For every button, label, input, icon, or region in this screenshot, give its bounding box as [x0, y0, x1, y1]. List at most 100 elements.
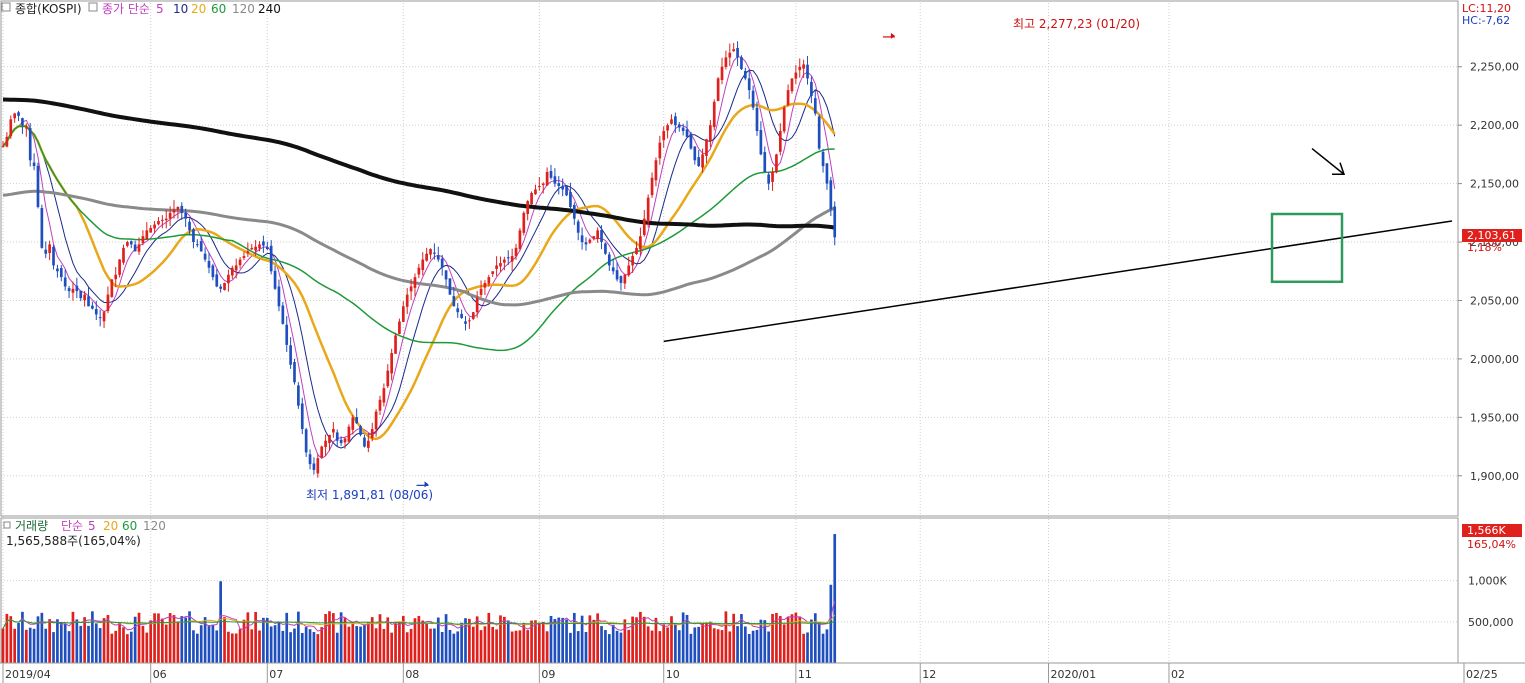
- volume-bar: [658, 631, 662, 663]
- volume-bar: [215, 630, 219, 663]
- volume-bar: [588, 615, 592, 663]
- volume-bar: [747, 633, 751, 663]
- volume-legend-20: 20: [103, 519, 118, 533]
- volume-bar: [491, 626, 495, 663]
- candle-body: [666, 125, 669, 131]
- price-tick-label: 1,900,00: [1470, 470, 1519, 483]
- volume-legend-prefix: 단순: [61, 519, 83, 533]
- legend-ma20: 20: [191, 2, 206, 16]
- candle-body: [21, 118, 24, 126]
- volume-bars: [1, 534, 837, 663]
- legend-toggle-icon[interactable]: [88, 2, 98, 12]
- volume-bar: [635, 617, 638, 663]
- volume-bar: [705, 622, 708, 663]
- volume-bar: [456, 631, 460, 663]
- candle-body: [118, 259, 121, 275]
- candle-body: [654, 160, 658, 181]
- volume-bar: [662, 624, 666, 663]
- volume-bar: [631, 616, 634, 663]
- candle-body: [712, 101, 716, 128]
- volume-bar: [195, 633, 199, 663]
- volume-bar: [157, 613, 160, 663]
- volume-bar: [145, 632, 149, 663]
- candle-body: [382, 388, 386, 403]
- volume-bar: [374, 628, 378, 663]
- candle-body: [238, 259, 242, 266]
- candle-body: [596, 230, 599, 239]
- candle-body: [137, 244, 141, 252]
- candle-body: [825, 163, 829, 184]
- candle-body: [207, 260, 211, 268]
- volume-bar: [763, 620, 767, 663]
- volume-bar: [363, 624, 366, 663]
- price-tick-label: 2,050,00: [1470, 294, 1519, 307]
- candle-body: [600, 229, 603, 243]
- volume-bar: [308, 629, 312, 663]
- volume-bar: [429, 628, 432, 663]
- candle-body: [370, 429, 374, 438]
- volume-bar: [483, 626, 487, 663]
- candle-body: [122, 247, 125, 263]
- volume-bar: [343, 617, 347, 663]
- volume-bar: [401, 616, 405, 663]
- candle-body: [732, 49, 736, 52]
- volume-bar: [627, 629, 631, 663]
- volume-bar: [219, 581, 222, 663]
- volume-bar: [316, 634, 320, 663]
- candle-body: [701, 154, 704, 168]
- candle-body: [483, 282, 487, 288]
- candle-body: [658, 142, 662, 159]
- legend-ma5: 5: [156, 2, 164, 16]
- candle-body: [693, 146, 697, 161]
- volume-bar: [106, 615, 110, 663]
- candle-body: [203, 253, 207, 260]
- volume-bar: [394, 623, 397, 663]
- current-volume-text: 1,565,588주(165,04%): [6, 534, 141, 548]
- candle-body: [343, 438, 347, 443]
- volume-bar: [604, 630, 607, 663]
- candle-body: [320, 446, 324, 458]
- volume-bar: [335, 632, 339, 663]
- volume-bar: [829, 584, 833, 663]
- volume-bar: [720, 630, 724, 663]
- volume-bar: [258, 630, 261, 663]
- candle-body: [102, 312, 106, 322]
- candle-body: [631, 256, 634, 266]
- price-tick-label: 2,000,00: [1470, 353, 1519, 366]
- candle-body: [759, 130, 763, 155]
- volume-panel-toggle-icon[interactable]: [3, 521, 11, 529]
- price-tick-label: 2,150,00: [1470, 178, 1519, 191]
- ma240-line: [2, 97, 836, 230]
- candle-body: [751, 90, 755, 108]
- candle-body: [281, 305, 285, 324]
- panel-toggle-icon[interactable]: [1, 2, 11, 12]
- volume-bar: [572, 612, 576, 663]
- candle-body: [440, 258, 444, 268]
- volume-bar: [28, 627, 32, 663]
- candle-body: [545, 171, 549, 186]
- volume-bar: [207, 625, 211, 663]
- volume-bar: [366, 622, 370, 663]
- candle-body: [425, 253, 428, 261]
- volume-bar: [36, 616, 40, 663]
- candle-body: [223, 282, 226, 290]
- volume-bar: [623, 619, 627, 663]
- volume-bar: [646, 626, 650, 663]
- candle-body: [328, 434, 331, 444]
- candle-body: [75, 285, 79, 292]
- candle-body: [444, 270, 448, 280]
- volume-bar: [553, 619, 557, 663]
- time-tick-label: 2019/04: [5, 668, 51, 681]
- candle-body: [681, 127, 685, 132]
- candle-body: [188, 221, 191, 231]
- volume-bar: [48, 619, 51, 663]
- volume-bar: [751, 630, 755, 663]
- volume-bar: [697, 626, 701, 663]
- candle-body: [549, 170, 553, 178]
- candle-body: [91, 305, 94, 309]
- candle-body: [351, 417, 355, 430]
- volume-bar: [137, 612, 141, 663]
- candle-body: [40, 208, 44, 248]
- volume-bar: [234, 633, 238, 663]
